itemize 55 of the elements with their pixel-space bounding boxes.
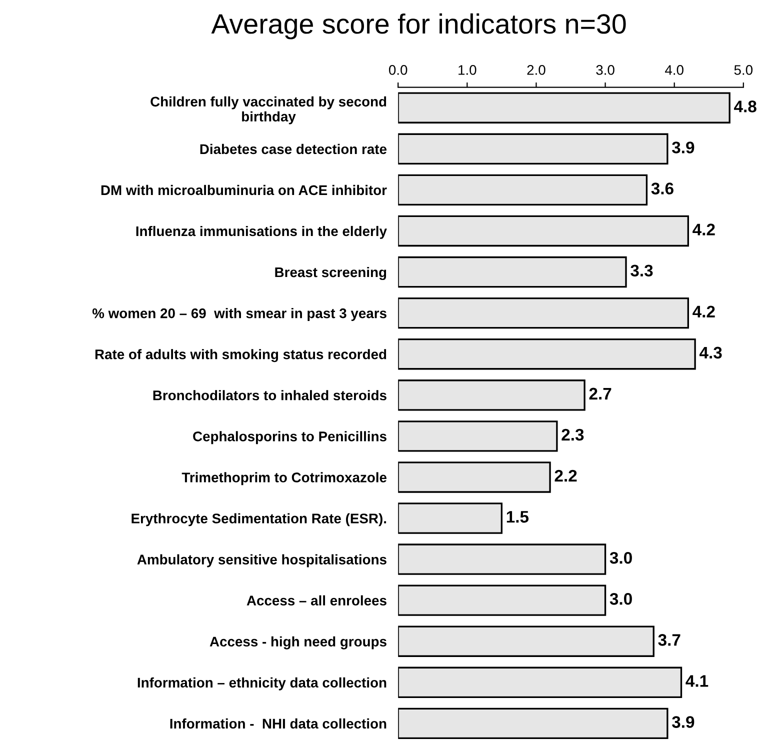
data-label: 3.6 bbox=[651, 182, 674, 194]
data-label: 3.9 bbox=[672, 716, 694, 728]
bar bbox=[398, 708, 668, 740]
y-tick-label: Influenza immunisations in the elderly bbox=[136, 226, 387, 239]
data-label: 4.3 bbox=[699, 346, 722, 359]
bar bbox=[398, 256, 627, 288]
bar bbox=[398, 626, 654, 657]
y-tick-label: Erythrocyte Sedimentation Rate (ESR). bbox=[132, 513, 386, 526]
x-tick-label: 1.0 bbox=[458, 65, 476, 75]
bar bbox=[398, 584, 606, 616]
data-label: 2.7 bbox=[589, 388, 612, 400]
bar bbox=[398, 297, 689, 329]
y-tick-label: Breast screening bbox=[275, 266, 386, 280]
y-tick-label: Access – all enrolees bbox=[246, 595, 386, 606]
bar bbox=[398, 544, 606, 575]
bar bbox=[398, 502, 503, 534]
data-label: 3.9 bbox=[672, 142, 694, 154]
data-label: 4.1 bbox=[686, 675, 708, 687]
y-tick-label: Diabetes case detection rate bbox=[200, 144, 387, 154]
y-tick-label: Ambulatory sensitive hospitalisations bbox=[137, 554, 386, 568]
y-tick-label: Children fully vaccinated by second birthday bbox=[150, 96, 386, 124]
x-tick-label: 0.0 bbox=[388, 65, 408, 75]
y-tick-label: % women 20 – 69 with smear in past 3 years bbox=[92, 308, 386, 321]
data-label: 4.2 bbox=[692, 306, 715, 318]
bar bbox=[398, 666, 682, 698]
y-tick-label: Access - high need groups bbox=[210, 636, 386, 650]
y-tick-label: Trimethoprim to Cotrimoxazole bbox=[182, 472, 387, 486]
y-tick-label: Cephalosporins to Penicillins bbox=[193, 431, 386, 444]
y-tick-label: Information – ethnicity data collection bbox=[138, 677, 386, 690]
x-tick-label: 2.0 bbox=[527, 65, 546, 75]
data-label: 3.0 bbox=[610, 593, 632, 605]
data-label: 3.0 bbox=[610, 552, 632, 564]
chart-title: Average score for indicators n=30 bbox=[211, 13, 626, 40]
x-tick-label: 3.0 bbox=[596, 65, 614, 75]
data-label: 2.3 bbox=[562, 428, 584, 441]
data-label: 3.7 bbox=[658, 634, 680, 646]
data-label: 3.3 bbox=[630, 264, 653, 277]
bar bbox=[398, 215, 689, 247]
bar bbox=[398, 133, 668, 165]
data-label: 4.8 bbox=[734, 100, 756, 112]
data-label: 2.2 bbox=[554, 470, 577, 482]
bar bbox=[398, 380, 586, 411]
data-label: 4.2 bbox=[692, 224, 715, 236]
y-tick-label: Rate of adults with smoking status recorded bbox=[95, 349, 386, 362]
data-label: 1.5 bbox=[506, 511, 529, 523]
y-tick-label: Information - NHI data collection bbox=[170, 718, 386, 729]
y-tick-label: DM with microalbuminuria on ACE inhibitor bbox=[101, 184, 387, 196]
bar bbox=[398, 338, 696, 370]
bar bbox=[398, 420, 558, 452]
x-tick-label: 5.0 bbox=[734, 65, 753, 75]
y-tick-label: Bronchodilators to inhaled steroids bbox=[153, 390, 386, 400]
bar bbox=[398, 462, 551, 493]
bar bbox=[398, 174, 648, 206]
x-tick-label: 4.0 bbox=[665, 65, 684, 75]
bar bbox=[398, 92, 730, 124]
